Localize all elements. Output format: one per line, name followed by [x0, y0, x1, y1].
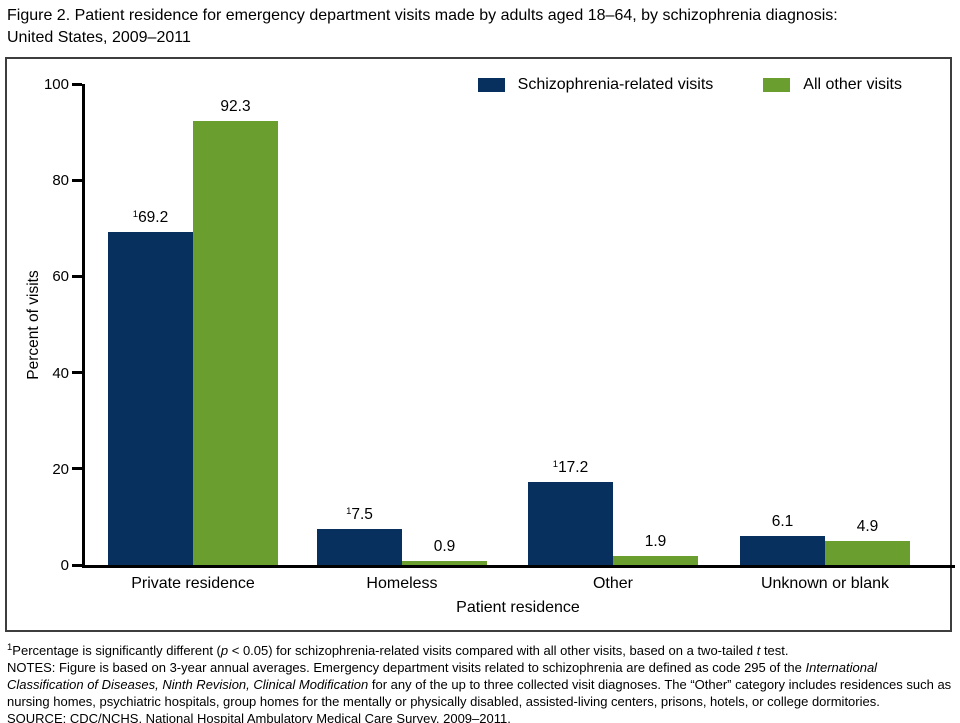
footnote-line-1: 1Percentage is significantly different (…: [7, 642, 789, 658]
plot-area: 169.2 92.3 Private residence 17.5 0.9 Homeles…: [85, 84, 951, 592]
footnote-marker: 1: [132, 209, 139, 221]
bar-private-residence-schizophrenia-related-visits: [108, 232, 193, 565]
bar-homeless-all-other-visits: [402, 560, 487, 565]
bar-group-private-residence: 169.2 92.3: [108, 84, 278, 565]
legend-swatch-all-other-visits: [763, 78, 791, 92]
bar-unknown-or-blank-schizophrenia-related-visits: [740, 535, 825, 565]
category-label-homeless: Homeless: [366, 575, 438, 592]
y-tick-80: [72, 178, 82, 182]
y-tick-label-20: 20: [52, 460, 69, 478]
bar-value-unknown-or-blank-schizophrenia-related-visits: 6.1: [771, 512, 794, 530]
bar-value-private-residence-schizophrenia-related-visits: 169.2: [132, 209, 169, 227]
bar-value-unknown-or-blank-all-other-visits: 4.9: [856, 518, 879, 536]
bar-private-residence-all-other-visits: [193, 121, 278, 565]
bar-value-other-all-other-visits: 1.9: [644, 532, 667, 550]
y-tick-label-60: 60: [52, 268, 69, 286]
y-tick-label-80: 80: [52, 172, 69, 190]
legend-swatch-schizophrenia-related-visits: [477, 78, 505, 92]
figure-title-line2: United States, 2009–2011: [7, 28, 191, 46]
y-tick-100: [72, 82, 82, 86]
bar-value-other-schizophrenia-related-visits: 117.2: [552, 459, 589, 477]
legend-label-all-other-visits: All other visits: [803, 76, 902, 93]
category-label-other: Other: [592, 575, 633, 592]
bar-value-private-residence-all-other-visits: 92.3: [220, 98, 251, 116]
y-tick-0: [72, 563, 82, 567]
x-axis-title: Patient residence: [456, 599, 580, 616]
y-tick-20: [72, 467, 82, 471]
footnote-line-2: NOTES: Figure is based on 3-year annual …: [7, 660, 952, 709]
legend-label-schizophrenia-related-visits: Schizophrenia-related visits: [517, 76, 714, 93]
bar-group-homeless: 17.5 0.9: [317, 84, 487, 565]
legend-item-schizophrenia-related-visits: Schizophrenia-related visits: [477, 76, 714, 94]
footnotes: 1Percentage is significantly different (…: [7, 639, 955, 723]
bar-group-unknown-or-blank: 6.1 4.9: [740, 84, 910, 565]
chart-frame: Schizophrenia-related visits All other vi…: [5, 57, 955, 632]
y-tick-60: [72, 274, 82, 278]
bar-value-homeless-schizophrenia-related-visits: 17.5: [346, 505, 373, 523]
bar-other-schizophrenia-related-visits: [528, 482, 613, 565]
category-label-unknown-or-blank: Unknown or blank: [760, 575, 890, 592]
bar-other-all-other-visits: [613, 555, 698, 565]
figure-title: Figure 2. Patient residence for emergenc…: [7, 5, 955, 48]
y-tick-40: [72, 371, 82, 375]
bar-value-homeless-all-other-visits: 0.9: [433, 537, 456, 555]
y-axis-title: Percent of visits: [25, 270, 42, 380]
category-label-private-residence: Private residence: [131, 575, 255, 592]
bar-unknown-or-blank-all-other-visits: [825, 541, 910, 565]
figure-title-line1: Figure 2. Patient residence for emergenc…: [7, 7, 838, 24]
footnote-marker: 1: [346, 505, 352, 517]
x-axis-line: [82, 565, 955, 568]
footnote-line-3: SOURCE: CDC/NCHS, National Hospital Ambu…: [7, 711, 511, 723]
y-tick-label-40: 40: [52, 364, 69, 382]
y-axis-line: [82, 84, 85, 568]
legend-item-all-other-visits: All other visits: [763, 76, 902, 94]
y-tick-label-0: 0: [60, 557, 69, 574]
chart-legend: Schizophrenia-related visits All other vi…: [477, 76, 902, 94]
bar-homeless-schizophrenia-related-visits: [317, 528, 402, 565]
footnote-marker: 1: [552, 459, 559, 471]
y-tick-label-100: 100: [43, 76, 69, 93]
bar-group-other: 117.2 1.9: [528, 84, 698, 565]
